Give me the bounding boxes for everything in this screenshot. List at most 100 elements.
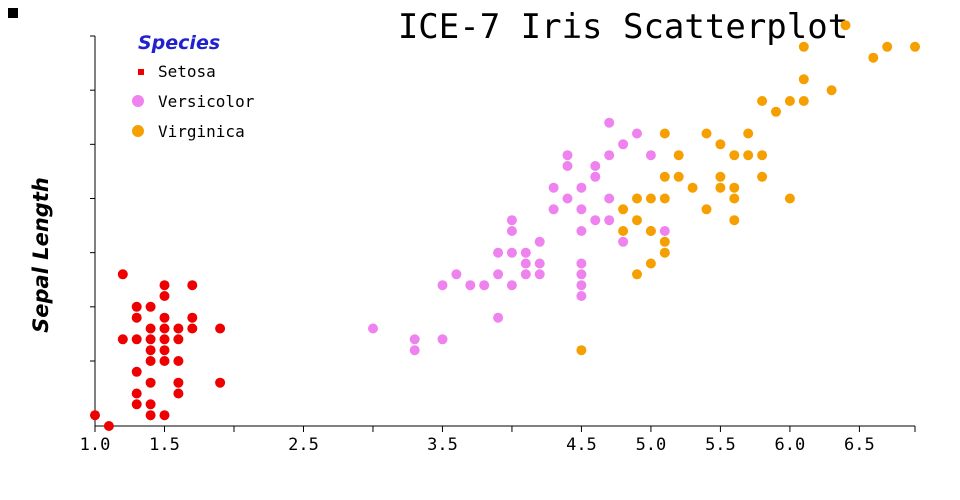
point-versicolor	[409, 345, 420, 356]
point-versicolor	[576, 258, 587, 269]
point-setosa	[215, 323, 226, 334]
point-virginica	[882, 41, 893, 52]
point-virginica	[618, 226, 629, 236]
point-setosa	[215, 377, 226, 388]
x-tick-label: 1.0	[80, 435, 111, 455]
point-virginica	[673, 171, 684, 182]
point-versicolor	[576, 280, 587, 291]
point-versicolor	[548, 182, 559, 193]
point-virginica	[659, 128, 670, 139]
point-versicolor	[590, 171, 601, 182]
point-versicolor	[548, 204, 559, 215]
x-tick-label: 2.5	[288, 435, 319, 455]
point-virginica	[576, 345, 587, 356]
point-versicolor	[576, 226, 587, 236]
point-setosa	[159, 312, 170, 323]
point-virginica	[701, 204, 712, 215]
point-setosa	[131, 366, 142, 377]
point-versicolor	[576, 204, 587, 215]
point-virginica	[840, 20, 851, 31]
point-virginica	[715, 171, 726, 182]
point-virginica	[645, 258, 656, 269]
point-virginica	[729, 150, 740, 161]
point-setosa	[145, 410, 156, 421]
x-tick-label: 5.0	[636, 435, 667, 455]
point-setosa	[159, 291, 170, 301]
point-setosa	[103, 421, 114, 431]
axes: 1.0 1.5 2.5 3.5 4.5 5.0 5.5 6.0 6.5	[80, 35, 916, 455]
legend-swatch-virginica	[132, 125, 144, 137]
point-versicolor	[604, 215, 615, 226]
point-virginica	[659, 193, 670, 204]
point-virginica	[784, 96, 795, 106]
point-versicolor	[493, 269, 504, 280]
point-setosa	[145, 356, 156, 366]
legend-title: Species	[138, 32, 220, 54]
legend: Species Setosa Versicolor Virginica	[132, 32, 255, 141]
point-virginica	[659, 236, 670, 247]
point-setosa	[159, 323, 170, 334]
point-setosa	[173, 323, 184, 334]
point-versicolor	[534, 258, 545, 269]
point-setosa	[159, 356, 170, 366]
point-versicolor	[520, 269, 531, 280]
point-setosa	[131, 301, 142, 312]
point-virginica	[868, 52, 879, 63]
point-versicolor	[576, 291, 587, 301]
x-tick-label: 5.5	[705, 435, 736, 455]
corner-marker	[8, 8, 18, 18]
point-setosa	[173, 388, 184, 399]
point-virginica	[729, 215, 740, 226]
point-setosa	[173, 356, 184, 366]
point-setosa	[131, 388, 142, 399]
x-tick-label: 1.5	[149, 435, 180, 455]
point-virginica	[659, 171, 670, 182]
point-versicolor	[604, 150, 615, 161]
point-setosa	[131, 334, 142, 345]
point-setosa	[159, 410, 170, 421]
point-versicolor	[576, 269, 587, 280]
point-versicolor	[493, 312, 504, 323]
point-virginica	[910, 41, 920, 52]
point-versicolor	[618, 139, 629, 150]
point-virginica	[757, 96, 768, 106]
point-versicolor	[506, 280, 517, 291]
y-axis-label: Sepal Length	[29, 177, 53, 333]
x-tick-label: 6.0	[775, 435, 806, 455]
point-setosa	[145, 323, 156, 334]
point-virginica	[729, 193, 740, 204]
point-versicolor	[562, 161, 573, 171]
legend-label-setosa: Setosa	[158, 62, 216, 81]
point-versicolor	[590, 161, 601, 171]
point-virginica	[632, 215, 642, 226]
point-virginica	[632, 193, 642, 204]
point-setosa	[145, 301, 156, 312]
x-tick-label: 6.5	[844, 435, 875, 455]
point-virginica	[826, 85, 837, 96]
point-versicolor	[451, 269, 462, 280]
point-versicolor	[437, 334, 448, 345]
point-virginica	[729, 182, 740, 193]
series-versicolor	[368, 117, 670, 356]
point-virginica	[798, 96, 809, 106]
point-setosa	[159, 345, 170, 356]
point-virginica	[632, 269, 642, 280]
point-virginica	[687, 182, 698, 193]
x-tick-label: 3.5	[427, 435, 458, 455]
point-versicolor	[479, 280, 490, 291]
point-versicolor	[493, 247, 504, 258]
point-setosa	[145, 334, 156, 345]
point-virginica	[673, 150, 684, 161]
point-setosa	[117, 334, 128, 345]
point-setosa	[90, 410, 100, 421]
legend-swatch-versicolor	[132, 95, 144, 107]
point-versicolor	[409, 334, 420, 345]
point-versicolor	[590, 215, 601, 226]
point-setosa	[173, 334, 184, 345]
point-virginica	[715, 139, 726, 150]
point-virginica	[784, 193, 795, 204]
series-setosa	[90, 269, 226, 431]
point-setosa	[159, 280, 170, 291]
point-versicolor	[506, 215, 517, 226]
